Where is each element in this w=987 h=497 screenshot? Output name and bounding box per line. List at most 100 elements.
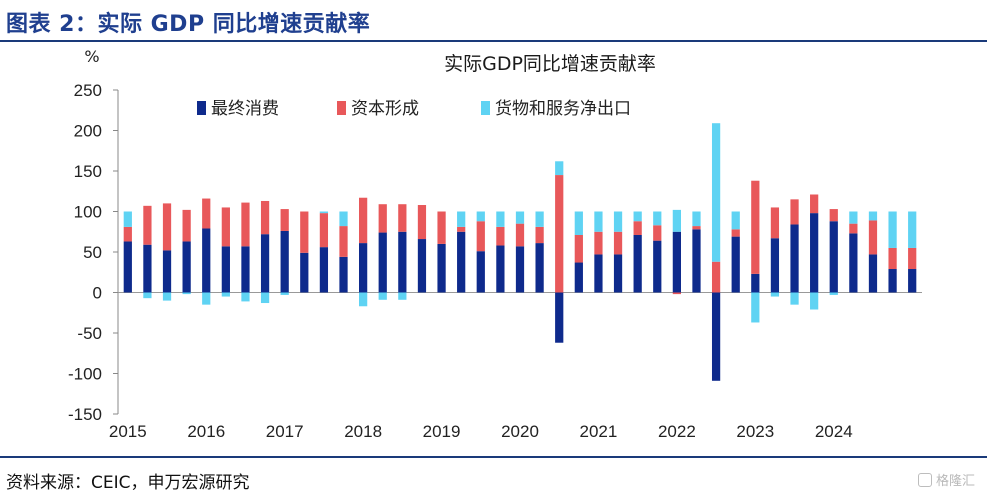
bar-segment-3 (182, 292, 191, 295)
figure-footer: 资料来源：CEIC，申万宏源研究 格隆汇 (0, 456, 987, 497)
bar-segment-1 (633, 234, 642, 293)
bar-segment-2 (260, 200, 270, 235)
bar-segment-2 (319, 213, 329, 248)
bar-segment-1 (182, 241, 191, 293)
bar-segment-3 (398, 292, 407, 300)
bar-segment-1 (398, 231, 407, 293)
bar-segment-1 (731, 236, 740, 293)
chart-area: 实际GDP同比增速贡献率% -150 -100 -50 0 50 100 150 200 250 2… (0, 42, 987, 454)
bar-segment-2 (437, 211, 446, 244)
bar-segment-2 (417, 205, 427, 240)
bar-segment-2 (143, 205, 152, 245)
bar-segment-2 (868, 220, 878, 255)
bar-segment-3 (731, 211, 740, 230)
x-tick-label: 2017 (266, 422, 304, 441)
bar-segment-3 (613, 211, 623, 232)
bar-segment-1 (810, 213, 819, 293)
y-tick-label: -50 (77, 324, 102, 343)
bar-segment-1 (888, 269, 897, 293)
bar-segment-1 (162, 250, 172, 293)
y-tick-label: 150 (74, 162, 102, 181)
bar-segment-3 (810, 292, 819, 310)
bar-segment-2 (770, 207, 780, 239)
bar-segment-1 (359, 243, 368, 293)
bar-segment-3 (574, 211, 583, 235)
bar-segment-1 (457, 231, 466, 293)
legend-swatch (337, 101, 346, 115)
bar-segment-2 (300, 211, 309, 253)
bar-segment-1 (476, 251, 485, 293)
bar-segment-2 (339, 226, 348, 257)
bar-segment-2 (829, 209, 838, 222)
bar-segment-1 (868, 254, 878, 293)
bar-segment-2 (221, 207, 230, 247)
x-tick-label: 2016 (187, 422, 225, 441)
bar-segment-1 (711, 292, 721, 381)
bar-segment-1 (594, 254, 603, 293)
bar-segment-3 (202, 292, 211, 305)
bar-segment-2 (359, 197, 368, 244)
bar-segment-2 (711, 261, 721, 293)
bar-segment-3 (790, 292, 799, 305)
bar-segment-1 (319, 247, 329, 293)
bar-segment-3 (535, 211, 544, 227)
bar-segment-2 (123, 226, 132, 242)
x-tick-label: 2018 (344, 422, 382, 441)
bar-segment-1 (653, 240, 662, 293)
bar-segment-2 (810, 194, 819, 214)
bar-segment-2 (790, 199, 799, 225)
bar-segment-1 (221, 246, 230, 293)
bar-segment-3 (555, 161, 564, 176)
bar-segment-3 (653, 211, 662, 226)
bar-segment-1 (692, 229, 701, 293)
bar-segment-2 (594, 231, 603, 255)
bar-segment-1 (574, 262, 583, 293)
bar-segment-3 (359, 292, 368, 307)
source-note: 资料来源：CEIC，申万宏源研究 (6, 473, 250, 493)
bar-segment-2 (280, 209, 289, 231)
y-axis-label: % (84, 47, 99, 66)
bar-segment-2 (908, 247, 917, 270)
bar-segment-1 (908, 269, 917, 293)
x-tick-label: 2022 (658, 422, 696, 441)
bar-segment-1 (829, 221, 838, 293)
bar-segment-3 (633, 211, 642, 222)
bar-segment-2 (555, 175, 564, 293)
x-tick-label: 2020 (501, 422, 539, 441)
bar-segment-1 (515, 246, 525, 293)
bar-segment-3 (319, 211, 329, 214)
watermark-text: 格隆汇 (935, 474, 975, 489)
bar-segment-3 (241, 292, 250, 302)
legend-label: 货物和服务净出口 (495, 99, 631, 119)
bar-segment-1 (143, 244, 152, 293)
bar-segment-1 (613, 254, 623, 293)
x-tick-label: 2024 (815, 422, 853, 441)
bar-segment-3 (457, 211, 466, 227)
bar-segment-3 (751, 292, 760, 323)
bar-segment-2 (182, 209, 191, 242)
bar-segment-2 (574, 234, 583, 263)
legend-label: 资本形成 (351, 99, 419, 119)
y-tick-label: 0 (93, 284, 102, 303)
x-tick-label: 2015 (109, 422, 147, 441)
bar-segment-2 (162, 203, 172, 251)
bar-segment-1 (672, 231, 681, 293)
bar-segment-2 (496, 226, 505, 246)
bar-segment-1 (417, 239, 427, 293)
y-tick-label: 250 (74, 81, 102, 100)
watermark: 格隆汇 (917, 470, 975, 489)
chart-svg: 实际GDP同比增速贡献率% -150 -100 -50 0 50 100 150 200 250 2… (68, 47, 922, 441)
bar-segment-2 (692, 226, 701, 230)
legend-swatch (197, 101, 206, 115)
legend-swatch (481, 101, 490, 115)
bar-segment-1 (339, 256, 348, 293)
bar-segment-2 (751, 180, 760, 274)
bar-segment-3 (162, 292, 172, 301)
y-tick-label: -150 (68, 405, 102, 424)
bar-segment-1 (300, 252, 309, 293)
bar-segment-2 (515, 223, 525, 247)
bar-segment-2 (633, 221, 642, 235)
x-tick-label: 2023 (736, 422, 774, 441)
bar-segment-3 (594, 211, 603, 232)
bar-segment-2 (672, 292, 681, 295)
